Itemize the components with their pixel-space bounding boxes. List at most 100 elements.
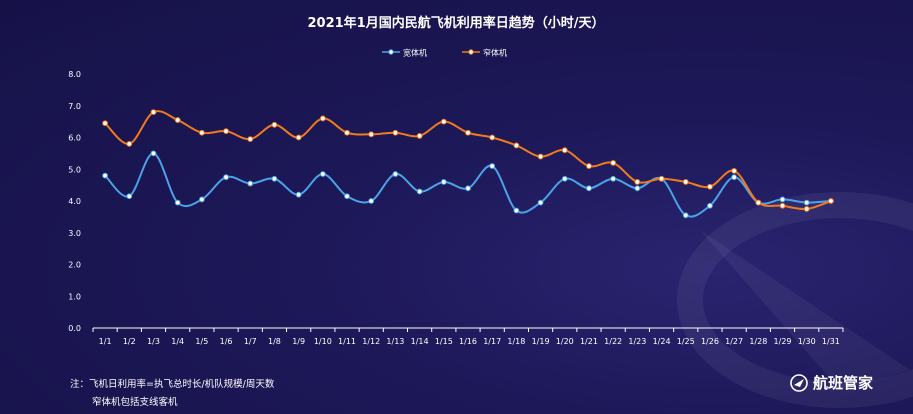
legend-item-wide[interactable]: 宽体机 bbox=[382, 48, 427, 58]
data-point-0-2[interactable] bbox=[150, 150, 157, 157]
brand-logo: 航班管家 bbox=[790, 372, 873, 393]
series-0 bbox=[102, 150, 834, 219]
watermark-logo bbox=[677, 192, 913, 408]
x-tick-label: 1/7 bbox=[244, 337, 257, 346]
data-point-1-4[interactable] bbox=[198, 129, 205, 136]
data-point-0-25[interactable] bbox=[707, 202, 713, 209]
data-point-0-7[interactable] bbox=[271, 175, 278, 182]
data-point-1-11[interactable] bbox=[368, 131, 375, 138]
data-point-1-10[interactable] bbox=[344, 129, 350, 136]
data-point-1-20[interactable] bbox=[586, 163, 592, 169]
data-point-1-8[interactable] bbox=[295, 134, 302, 141]
data-point-1-25[interactable] bbox=[707, 183, 713, 190]
data-point-1-26[interactable] bbox=[731, 167, 738, 174]
data-point-1-2[interactable] bbox=[150, 109, 157, 115]
x-tick-label: 1/3 bbox=[147, 337, 160, 346]
x-tick-label: 1/11 bbox=[338, 337, 356, 346]
x-tick-label: 1/16 bbox=[459, 337, 477, 346]
data-point-0-19[interactable] bbox=[561, 175, 568, 182]
footnote-formula: 注：飞机日利用率=执飞总时长/机队规模/周天数 bbox=[70, 379, 275, 390]
x-tick-label: 1/5 bbox=[195, 337, 208, 346]
data-point-0-20[interactable] bbox=[586, 185, 592, 192]
x-tick-label: 1/1 bbox=[99, 337, 112, 346]
x-tick-label: 1/30 bbox=[798, 337, 816, 346]
y-tick-label: 5.0 bbox=[68, 165, 81, 174]
data-point-1-27[interactable] bbox=[755, 199, 762, 206]
x-tick-label: 1/26 bbox=[701, 337, 719, 346]
data-point-0-0[interactable] bbox=[102, 172, 108, 179]
data-point-1-5[interactable] bbox=[223, 128, 229, 135]
data-point-0-14[interactable] bbox=[440, 179, 447, 185]
data-point-0-18[interactable] bbox=[537, 199, 544, 206]
data-point-1-19[interactable] bbox=[561, 147, 568, 154]
x-tick-label: 1/15 bbox=[435, 337, 453, 346]
data-point-1-17[interactable] bbox=[513, 142, 520, 149]
data-point-1-21[interactable] bbox=[610, 160, 617, 166]
x-tick-label: 1/24 bbox=[653, 337, 671, 346]
y-tick-label: 3.0 bbox=[68, 229, 81, 238]
x-tick-label: 1/13 bbox=[386, 337, 404, 346]
data-point-1-12[interactable] bbox=[392, 129, 399, 136]
data-point-1-23[interactable] bbox=[658, 175, 665, 182]
data-point-0-15[interactable] bbox=[465, 185, 471, 192]
data-point-0-22[interactable] bbox=[634, 185, 641, 192]
data-point-0-16[interactable] bbox=[489, 163, 496, 169]
data-point-0-4[interactable] bbox=[198, 196, 205, 203]
data-point-0-6[interactable] bbox=[247, 180, 254, 187]
data-point-1-0[interactable] bbox=[102, 120, 108, 127]
data-point-1-14[interactable] bbox=[440, 118, 447, 125]
series-line-1 bbox=[104, 110, 832, 211]
data-point-1-24[interactable] bbox=[682, 179, 689, 185]
data-point-1-22[interactable] bbox=[634, 179, 641, 185]
data-point-1-1[interactable] bbox=[126, 140, 133, 147]
data-point-1-30[interactable] bbox=[828, 198, 834, 204]
x-tick-label: 1/10 bbox=[314, 337, 332, 346]
data-point-0-24[interactable] bbox=[682, 212, 689, 219]
data-point-0-21[interactable] bbox=[610, 175, 617, 182]
data-point-1-15[interactable] bbox=[465, 129, 471, 136]
data-point-1-16[interactable] bbox=[489, 134, 496, 141]
data-point-0-28[interactable] bbox=[779, 196, 786, 203]
legend-label-narrow: 窄体机 bbox=[483, 48, 507, 58]
x-axis-ticks: 1/1 1/2 1/3 1/4 1/5 1/6 1/7 1/8 1/9 1/10 1/11 1/12 1… bbox=[92, 328, 844, 346]
x-tick-label: 1/29 bbox=[774, 337, 792, 346]
data-point-0-29[interactable] bbox=[803, 199, 810, 206]
data-point-0-10[interactable] bbox=[344, 193, 350, 200]
series-layer bbox=[102, 109, 834, 219]
data-point-0-3[interactable] bbox=[174, 199, 181, 206]
y-axis-ticks: 0.0 1.0 2.0 3.0 4.0 5.0 6.0 7.0 8.0 bbox=[68, 70, 81, 333]
data-point-0-26[interactable] bbox=[731, 174, 738, 181]
x-tick-label: 1/19 bbox=[532, 337, 550, 346]
footnote-narrowbody: 窄体机包括支线客机 bbox=[92, 397, 178, 408]
data-point-1-6[interactable] bbox=[247, 136, 254, 142]
plane-logo-icon bbox=[790, 373, 808, 392]
data-point-1-13[interactable] bbox=[416, 133, 423, 139]
data-point-0-9[interactable] bbox=[319, 171, 326, 177]
x-tick-label: 1/18 bbox=[507, 337, 525, 346]
y-tick-label: 6.0 bbox=[68, 134, 81, 143]
data-point-1-29[interactable] bbox=[803, 206, 810, 212]
data-point-0-11[interactable] bbox=[368, 198, 375, 204]
legend-item-narrow[interactable]: 窄体机 bbox=[462, 48, 507, 58]
data-point-1-3[interactable] bbox=[174, 117, 181, 123]
data-point-1-28[interactable] bbox=[779, 202, 786, 209]
data-point-1-9[interactable] bbox=[319, 115, 326, 122]
data-point-0-13[interactable] bbox=[416, 188, 423, 195]
data-point-1-7[interactable] bbox=[271, 121, 278, 128]
data-point-0-17[interactable] bbox=[513, 207, 520, 214]
x-tick-label: 1/23 bbox=[628, 337, 646, 346]
data-point-0-5[interactable] bbox=[223, 174, 229, 181]
data-point-0-1[interactable] bbox=[126, 193, 133, 200]
series-line-0 bbox=[104, 152, 831, 218]
data-point-1-18[interactable] bbox=[537, 153, 544, 160]
x-tick-label: 1/14 bbox=[411, 337, 429, 346]
y-tick-label: 0.0 bbox=[68, 324, 81, 333]
y-tick-label: 7.0 bbox=[68, 102, 81, 111]
data-point-0-8[interactable] bbox=[295, 191, 302, 198]
data-point-0-12[interactable] bbox=[392, 171, 399, 177]
x-tick-label: 1/2 bbox=[123, 337, 136, 346]
legend: 宽体机 窄体机 bbox=[382, 48, 507, 58]
legend-marker-wide bbox=[388, 49, 394, 55]
x-tick-label: 1/20 bbox=[556, 337, 574, 346]
